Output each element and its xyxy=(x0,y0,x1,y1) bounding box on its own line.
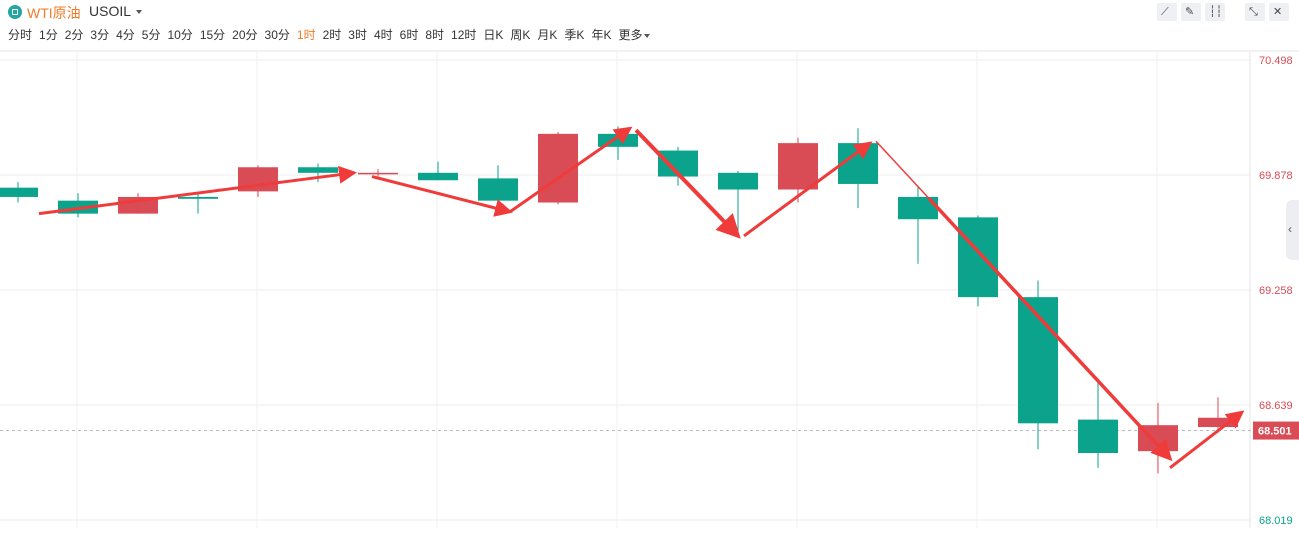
candle-body xyxy=(358,172,398,175)
interval-tab[interactable]: 12时 xyxy=(451,28,477,42)
interval-tab[interactable]: 10分 xyxy=(167,28,193,42)
trend-arrow xyxy=(371,175,513,217)
interval-tab[interactable]: 日K xyxy=(483,28,504,42)
y-tick-label: 68.019 xyxy=(1259,515,1293,527)
trend-arrow xyxy=(743,141,873,238)
interval-tab[interactable]: 2时 xyxy=(322,28,342,42)
interval-tab[interactable]: 4时 xyxy=(373,28,393,42)
interval-tab[interactable]: 5分 xyxy=(141,28,161,42)
chevron-down-icon xyxy=(644,33,651,38)
interval-tab[interactable]: 15分 xyxy=(199,28,226,42)
close-icon[interactable]: ✕ xyxy=(1269,3,1289,21)
candle-body xyxy=(1198,417,1238,428)
y-tick-label: 70.498 xyxy=(1259,55,1293,67)
candle-body xyxy=(298,167,338,173)
symbol-icon xyxy=(8,5,22,19)
candle-body xyxy=(178,196,218,199)
symbol-dropdown-caret-icon[interactable] xyxy=(136,10,142,14)
candle-body xyxy=(1078,419,1118,454)
interval-tab[interactable]: 30分 xyxy=(264,28,290,42)
trend-arrow xyxy=(509,126,633,214)
current-price-badge xyxy=(1253,421,1299,440)
candle-body xyxy=(778,143,818,190)
pen-icon[interactable]: ✎ xyxy=(1181,3,1201,21)
interval-tab[interactable]: 分时 xyxy=(8,28,33,42)
symbol-code[interactable]: USOIL xyxy=(89,3,132,19)
interval-tab[interactable]: 8时 xyxy=(425,28,445,42)
symbol-name[interactable]: WTI原油 xyxy=(27,5,81,21)
candle-body xyxy=(958,217,998,298)
current-price-label: 68.501 xyxy=(1258,426,1292,438)
interval-tab[interactable]: 1时 xyxy=(296,28,316,42)
candle-body xyxy=(0,187,38,197)
candles-icon[interactable]: ┆┆ xyxy=(1205,3,1225,21)
y-tick-label: 69.258 xyxy=(1259,285,1293,297)
draw-line-icon[interactable]: ⟋ xyxy=(1157,3,1177,21)
interval-tab[interactable]: 4分 xyxy=(116,28,135,42)
interval-tab[interactable]: 更多 xyxy=(618,26,651,46)
interval-tab[interactable]: 3时 xyxy=(348,28,367,42)
y-tick-label: 69.878 xyxy=(1259,170,1293,182)
candle-body xyxy=(418,172,458,181)
candle-body xyxy=(478,178,518,201)
interval-tab[interactable]: 月K xyxy=(537,28,558,42)
interval-tab[interactable]: 1分 xyxy=(39,28,58,42)
interval-tab[interactable]: 6时 xyxy=(399,28,419,42)
interval-tab[interactable]: 季K xyxy=(564,28,585,42)
trend-arrow xyxy=(38,165,357,216)
interval-tab[interactable]: 周K xyxy=(510,28,531,42)
trend-arrow xyxy=(927,197,1173,462)
interval-tab[interactable]: 年K xyxy=(591,28,612,42)
trend-arrow xyxy=(1169,410,1245,470)
candle-body xyxy=(718,172,758,190)
trend-arrow-thin xyxy=(875,140,930,199)
shrink-icon[interactable]: ⤡ xyxy=(1245,3,1265,21)
toolbar: ⟋ ✎ ┆┆ ⤡ ✕ xyxy=(1157,3,1289,21)
interval-tabs: 分时 1分 2分 3分 4分 5分 10分 15分 20分 30分 1时 2时 3时 4时 6时 8时 12时日… xyxy=(8,26,657,46)
candle-body xyxy=(898,196,938,220)
trend-arrow xyxy=(634,128,741,239)
y-tick-label: 68.639 xyxy=(1259,400,1293,412)
chevron-left-icon: ‹ xyxy=(1288,222,1292,236)
interval-tab[interactable]: 2分 xyxy=(64,28,84,42)
interval-tab[interactable]: 3分 xyxy=(90,28,110,42)
chart-header: WTI原油 USOIL ⟋ ✎ ┆┆ ⤡ ✕ xyxy=(0,0,1299,24)
interval-tab[interactable]: 20分 xyxy=(232,28,258,42)
side-panel-toggle[interactable]: ‹ xyxy=(1286,200,1299,260)
